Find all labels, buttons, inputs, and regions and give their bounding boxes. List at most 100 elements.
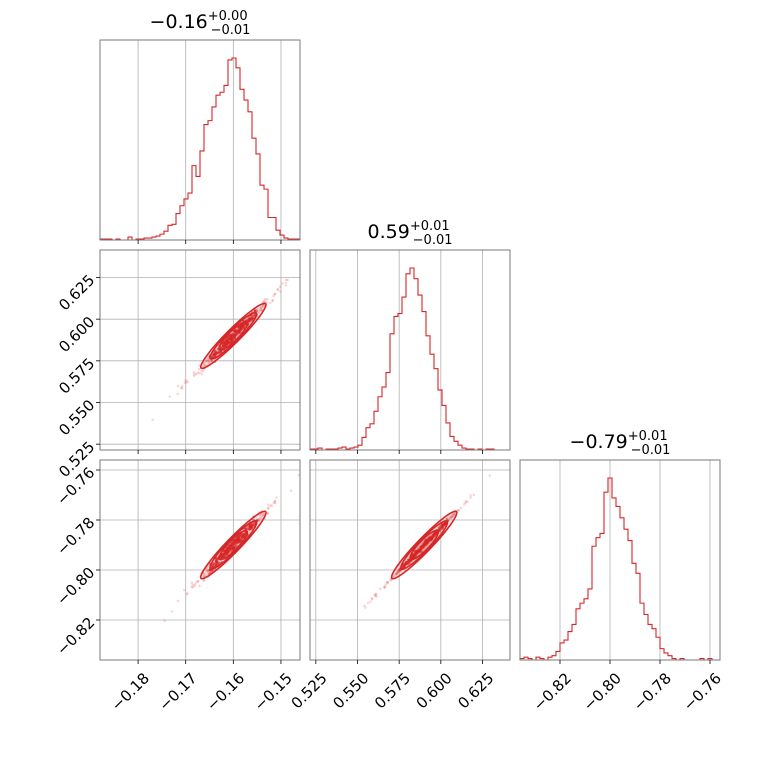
scatter-point <box>453 513 456 517</box>
scatter-point <box>205 570 208 573</box>
scatter-point <box>413 550 417 553</box>
scatter-point <box>228 548 232 552</box>
scatter-point <box>258 308 262 312</box>
scatter-point <box>369 600 372 604</box>
scatter-point <box>196 371 199 374</box>
scatter-grid-0-1 <box>100 250 300 450</box>
title-minus-0: −0.01 <box>211 23 251 38</box>
scatter-point <box>394 572 397 576</box>
x-tick-label-1-4: 0.625 <box>454 669 497 712</box>
scatter-point <box>271 299 274 302</box>
scatter-panel-0-2 <box>96 444 336 664</box>
x-tick-label-2-3: −0.76 <box>680 669 725 714</box>
scatter-point <box>374 592 378 596</box>
x-tick-label-2-1: −0.80 <box>580 669 625 714</box>
scatter-point <box>441 523 445 526</box>
contour-outer-1 <box>199 510 267 580</box>
scatter-point <box>430 536 434 540</box>
scatter-point <box>265 300 269 304</box>
scatter-point <box>240 323 244 327</box>
scatter-point <box>237 537 241 541</box>
scatter-point <box>267 506 270 510</box>
scatter-point <box>279 290 282 294</box>
hist-grid-2 <box>559 460 711 660</box>
contour-outer-0 <box>199 302 267 370</box>
contour-inner-1 <box>218 529 249 561</box>
scatter-point <box>163 619 166 622</box>
scatter-point <box>259 306 263 310</box>
scatter-point <box>466 500 469 503</box>
scatter-point <box>229 541 233 545</box>
scatter-point <box>396 569 399 573</box>
scatter-point <box>472 493 476 497</box>
scatter-point <box>289 489 293 493</box>
x-tick-label-1-3: 0.600 <box>413 669 456 712</box>
scatter-frame-1 <box>99 459 301 661</box>
scatter-point <box>180 384 184 388</box>
scatter-point <box>238 329 241 333</box>
scatter-point <box>273 501 277 505</box>
scatter-point <box>416 550 419 553</box>
scatter-point <box>242 325 245 328</box>
scatter-point <box>212 354 216 357</box>
scatter-point <box>370 597 374 600</box>
scatter-point <box>180 387 184 390</box>
scatter-point <box>203 572 207 575</box>
x-tick-label-1-0: 0.525 <box>288 669 331 712</box>
scatter-content-1 <box>163 444 336 622</box>
scatter-point <box>462 502 466 506</box>
x-tick-label-2-2: −0.78 <box>630 669 675 714</box>
x-tick-label-0-1: −0.17 <box>155 669 200 714</box>
scatter-point <box>202 364 206 367</box>
scatter-point <box>233 329 236 333</box>
scatter-point <box>239 534 243 538</box>
scatter-point <box>397 570 400 573</box>
scatter-point <box>275 496 278 499</box>
scatter-point <box>378 587 382 590</box>
scatter-point <box>205 359 208 363</box>
x-tick-label-2-0: −0.82 <box>530 669 575 714</box>
scatter-point <box>259 308 262 312</box>
scatter-point <box>425 540 429 544</box>
title-value-0: −0.16 <box>150 11 208 33</box>
scatter-point <box>420 550 423 554</box>
scatter-point <box>236 332 240 335</box>
scatter-point <box>232 546 236 550</box>
scatter-frame-2 <box>309 459 511 661</box>
scatter-point <box>257 518 261 522</box>
scatter-point <box>383 585 386 589</box>
scatter-point <box>214 558 218 562</box>
y-tick-label-1-2: 0.575 <box>55 354 98 397</box>
title-plus-0: +0.00 <box>208 9 248 24</box>
scatter-point <box>266 506 270 510</box>
scatter-point <box>260 514 263 518</box>
x-tick-label-0-3: −0.15 <box>251 669 296 714</box>
scatter-point <box>370 597 374 601</box>
scatter-point <box>392 575 396 578</box>
scatter-point <box>229 333 232 337</box>
scatter-point <box>333 444 336 447</box>
scatter-point <box>244 527 248 531</box>
scatter-point <box>191 583 194 587</box>
scatter-point <box>366 601 370 605</box>
scatter-point <box>364 606 367 609</box>
scatter-grid-0-2 <box>100 460 300 660</box>
scatter-point <box>385 581 389 584</box>
contour-outer-2 <box>390 510 458 580</box>
hist-panel-1: 0.59+0.01 −0.01 <box>309 219 511 454</box>
scatter-point <box>168 395 172 398</box>
scatter-point <box>212 565 215 568</box>
scatter-point <box>333 238 336 241</box>
scatter-point <box>193 583 197 586</box>
scatter-point <box>259 306 263 310</box>
scatter-point <box>176 384 180 388</box>
scatter-point <box>448 515 451 518</box>
scatter-point <box>202 573 206 576</box>
scatter-point <box>439 526 443 529</box>
scatter-point <box>266 511 270 515</box>
scatter-point <box>223 342 227 345</box>
scatter-point <box>397 570 400 573</box>
scatter-point <box>197 364 201 367</box>
scatter-point <box>445 517 449 521</box>
scatter-point <box>236 535 240 538</box>
